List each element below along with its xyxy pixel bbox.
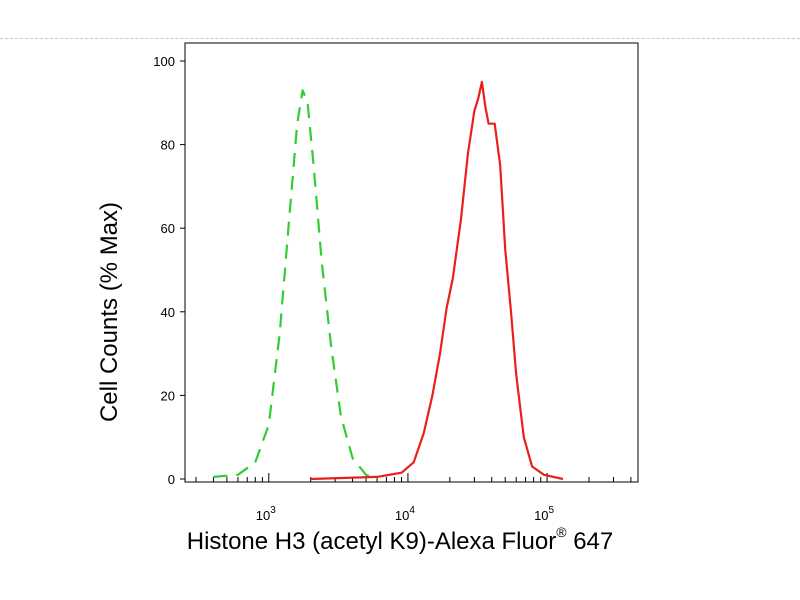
series-line-green-dashed [213, 89, 378, 481]
x-axis-label-suffix: 647 [566, 528, 614, 555]
series-line-red-solid [310, 80, 564, 481]
x-tick-label: 103 [256, 505, 276, 523]
y-tick-label: 20 [161, 388, 175, 403]
y-axis-label: Cell Counts (% Max) [96, 201, 123, 423]
y-tick-label: 40 [161, 305, 175, 320]
x-tick-label-exponent: 5 [549, 505, 555, 516]
top-dashed-rule [0, 38, 800, 39]
x-tick-label-base: 10 [256, 508, 270, 523]
plot-frame [184, 42, 639, 483]
x-tick-label-base: 10 [395, 508, 409, 523]
y-tick-label: 100 [153, 54, 175, 69]
x-axis-label-registered-mark: ® [556, 524, 567, 540]
x-tick-label-base: 10 [534, 508, 548, 523]
x-axis-label: Histone H3 (acetyl K9)-Alexa Fluor® 647 [0, 524, 800, 556]
x-axis-label-text: Histone H3 (acetyl K9)-Alexa Fluor [186, 528, 557, 555]
x-tick-label: 105 [534, 505, 554, 523]
x-tick-label: 104 [395, 505, 415, 523]
y-tick-label: 0 [168, 472, 175, 487]
series-group [213, 80, 564, 481]
y-tick-label: 60 [161, 221, 175, 236]
y-tick-label: 80 [161, 138, 175, 153]
x-tick-label-exponent: 3 [270, 505, 276, 516]
x-tick-label-exponent: 4 [409, 505, 415, 516]
